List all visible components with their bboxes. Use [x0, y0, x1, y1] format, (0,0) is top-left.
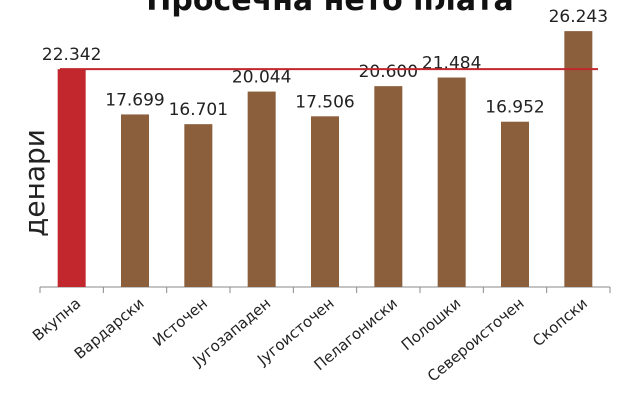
- value-label-5: 20.600: [359, 62, 418, 82]
- value-label-1: 17.699: [105, 90, 164, 110]
- bar-4: [311, 116, 339, 287]
- bar-6: [437, 77, 466, 287]
- bars-group: [57, 31, 593, 288]
- value-label-6: 21.484: [422, 54, 481, 74]
- bar-0: [57, 69, 86, 287]
- value-label-7: 16.952: [485, 98, 544, 118]
- bar-1: [121, 114, 149, 287]
- value-label-8: 26.243: [549, 7, 608, 27]
- category-label-2: Источен: [149, 294, 211, 350]
- y-axis-label: денари: [18, 129, 51, 237]
- category-label-8: Скопски: [529, 294, 591, 350]
- bar-3: [247, 91, 276, 287]
- category-label-0: Вкупна: [29, 294, 84, 344]
- x-ticks-group: [39, 287, 611, 293]
- chart-title: Просечна нето плата: [146, 0, 513, 18]
- value-label-3: 20.044: [232, 68, 291, 88]
- bar-2: [184, 124, 213, 287]
- value-label-4: 17.506: [295, 92, 354, 112]
- value-label-0: 22.342: [42, 45, 101, 65]
- category-label-1: Вардарски: [71, 294, 148, 363]
- bar-7: [501, 121, 529, 287]
- bar-5: [374, 86, 403, 288]
- value-label-2: 16.701: [169, 100, 228, 120]
- bar-8: [564, 31, 593, 287]
